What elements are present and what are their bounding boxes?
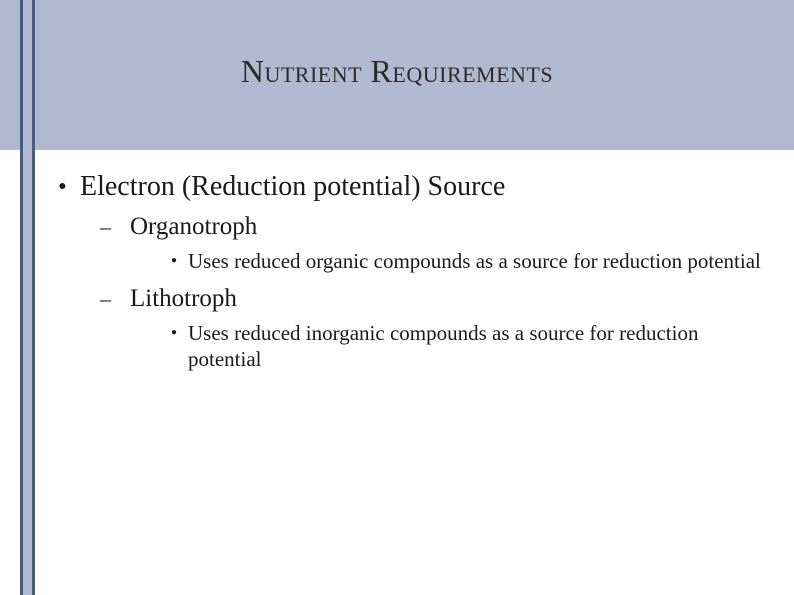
slide-content: ● Electron (Reduction potential) Source … bbox=[45, 170, 765, 382]
list-item: – Organotroph bbox=[100, 212, 765, 242]
slide-title: Nutrient Requirements bbox=[0, 53, 794, 90]
lvl2-text: Organotroph bbox=[130, 212, 257, 242]
bullet-disc-icon: ● bbox=[160, 248, 188, 274]
bullet-disc-icon: ● bbox=[45, 170, 80, 204]
bullet-disc-icon: ● bbox=[160, 320, 188, 346]
lvl3-text: Uses reduced inorganic compounds as a so… bbox=[188, 320, 765, 372]
lvl3-text: Uses reduced organic compounds as a sour… bbox=[188, 248, 761, 274]
list-item: ● Uses reduced inorganic compounds as a … bbox=[160, 320, 765, 372]
list-item: ● Uses reduced organic compounds as a so… bbox=[160, 248, 765, 274]
slide: Nutrient Requirements ● Electron (Reduct… bbox=[0, 0, 794, 595]
list-item: – Lithotroph bbox=[100, 284, 765, 314]
lvl1-text: Electron (Reduction potential) Source bbox=[80, 170, 505, 204]
bullet-dash-icon: – bbox=[100, 284, 130, 314]
list-item: ● Electron (Reduction potential) Source bbox=[45, 170, 765, 204]
lvl2-text: Lithotroph bbox=[130, 284, 237, 314]
bullet-dash-icon: – bbox=[100, 212, 130, 242]
